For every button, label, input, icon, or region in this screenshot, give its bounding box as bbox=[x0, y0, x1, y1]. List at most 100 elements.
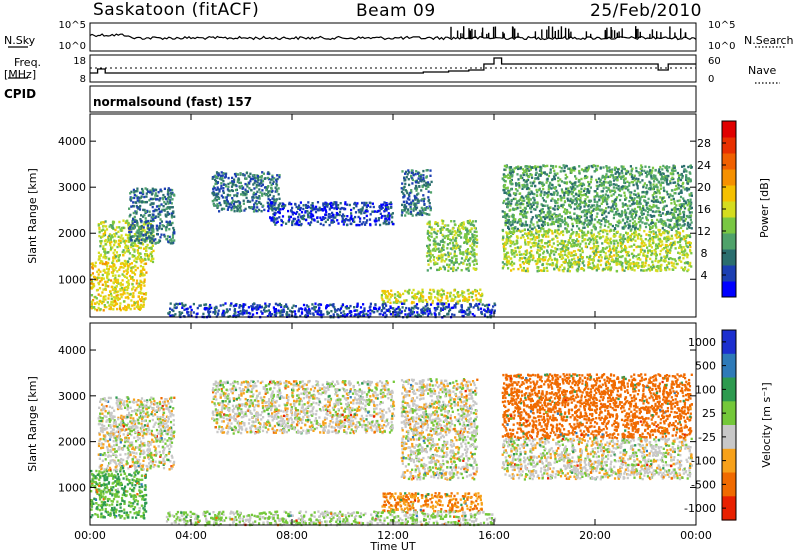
scatter-cell bbox=[514, 182, 518, 185]
scatter-cell bbox=[513, 243, 516, 246]
scatter-cell bbox=[534, 259, 537, 263]
scatter-cell bbox=[540, 239, 543, 242]
scatter-cell bbox=[422, 211, 425, 214]
scatter-cell bbox=[130, 235, 133, 239]
scatter-cell bbox=[565, 208, 569, 212]
scatter-cell bbox=[135, 190, 138, 193]
scatter-cell bbox=[249, 172, 252, 175]
scatter-cell bbox=[145, 271, 148, 274]
freq-label: Freq. bbox=[14, 56, 42, 69]
scatter-cell bbox=[104, 282, 107, 285]
scatter-cell bbox=[140, 214, 143, 217]
scatter-cell bbox=[93, 264, 96, 267]
scatter-cell bbox=[412, 209, 415, 212]
scatter-cell bbox=[115, 240, 118, 243]
scatter-cell bbox=[594, 254, 597, 257]
scatter-cell bbox=[568, 270, 571, 273]
scatter-cell bbox=[414, 296, 417, 299]
scatter-cell bbox=[659, 253, 662, 256]
scatter-cell bbox=[109, 290, 112, 293]
scatter-cell bbox=[614, 176, 617, 179]
scatter-cell bbox=[544, 165, 547, 168]
scatter-cell bbox=[145, 246, 148, 250]
scatter-cell bbox=[273, 213, 276, 216]
scatter-cell bbox=[242, 173, 245, 177]
scatter-cell bbox=[143, 195, 146, 199]
scatter-cell bbox=[169, 189, 172, 192]
scatter-cell bbox=[220, 182, 223, 185]
scatter-cell bbox=[254, 201, 257, 205]
scatter-cell bbox=[112, 296, 116, 299]
scatter-cell bbox=[646, 251, 650, 254]
scatter-cell bbox=[690, 201, 693, 204]
scatter-cell bbox=[126, 268, 129, 271]
scatter-cell bbox=[128, 263, 132, 266]
scatter-cell bbox=[638, 253, 641, 256]
scatter-cell bbox=[537, 177, 540, 181]
scatter-cell bbox=[170, 223, 173, 227]
scatter-cell bbox=[647, 197, 650, 201]
scatter-cell bbox=[359, 208, 362, 211]
scatter-cell bbox=[108, 234, 111, 238]
scatter-cell bbox=[233, 178, 236, 181]
scatter-cell bbox=[472, 299, 475, 302]
scatter-cell bbox=[542, 227, 545, 231]
scatter-cell bbox=[549, 256, 552, 260]
scatter-cell bbox=[225, 198, 228, 202]
scatter-cell bbox=[113, 299, 117, 303]
scatter-cell bbox=[453, 289, 456, 292]
scatter-cell bbox=[113, 243, 116, 247]
scatter-cell bbox=[429, 266, 432, 270]
scatter-cell bbox=[444, 253, 447, 257]
scatter-cell bbox=[147, 219, 150, 223]
scatter-cell bbox=[624, 209, 627, 212]
scatter-cell bbox=[603, 175, 606, 179]
scatter-cell bbox=[654, 247, 658, 250]
scatter-cell bbox=[667, 235, 670, 238]
scatter-cell bbox=[231, 176, 234, 180]
scatter-cell bbox=[110, 300, 113, 304]
scatter-cell bbox=[133, 215, 136, 219]
scatter-cell bbox=[418, 185, 421, 188]
scatter-cell bbox=[534, 201, 537, 205]
scatter-cell bbox=[527, 236, 530, 240]
scatter-cell bbox=[123, 242, 127, 245]
scatter-cell bbox=[436, 290, 439, 293]
scatter-cell bbox=[156, 232, 159, 236]
scatter-cell bbox=[633, 179, 636, 182]
scatter-cell bbox=[569, 186, 572, 189]
scatter-cell bbox=[267, 209, 270, 213]
scatter-cell bbox=[546, 232, 549, 235]
scatter-cell bbox=[295, 205, 298, 209]
scatter-cell bbox=[440, 253, 443, 256]
scatter-cell bbox=[633, 231, 636, 234]
scatter-cell bbox=[583, 226, 586, 229]
scatter-cell bbox=[126, 234, 129, 237]
scatter-cell bbox=[134, 289, 137, 292]
scatter-cell bbox=[623, 226, 626, 229]
scatter-cell bbox=[287, 215, 291, 218]
scatter-cell bbox=[671, 237, 674, 240]
scatter-cell bbox=[307, 215, 310, 219]
scatter-cell bbox=[690, 265, 693, 268]
scatter-cell bbox=[664, 257, 667, 260]
scatter-cell bbox=[650, 186, 653, 189]
scatter-cell bbox=[141, 292, 144, 295]
scatter-cell bbox=[468, 219, 471, 222]
scatter-cell bbox=[597, 177, 601, 180]
scatter-cell bbox=[325, 204, 328, 208]
scatter-cell bbox=[552, 242, 555, 245]
scatter-cell bbox=[544, 200, 547, 203]
scatter-cell bbox=[333, 201, 336, 204]
scatter-cell bbox=[244, 188, 247, 191]
scatter-cell bbox=[99, 294, 102, 297]
scatter-cell bbox=[426, 222, 429, 226]
scatter-cell bbox=[628, 245, 631, 248]
scatter-cell bbox=[389, 295, 392, 299]
scatter-cell bbox=[217, 195, 220, 199]
scatter-cell bbox=[443, 266, 446, 270]
scatter-cell bbox=[277, 193, 280, 196]
scatter-cell bbox=[119, 262, 123, 265]
scatter-cell bbox=[445, 234, 448, 238]
scatter-cell bbox=[430, 180, 433, 184]
